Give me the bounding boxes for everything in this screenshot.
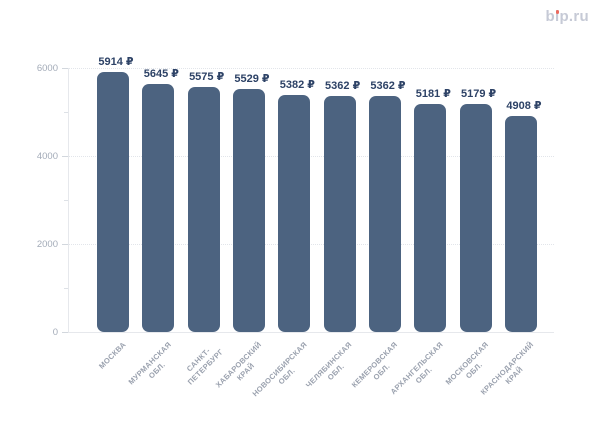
ytick-label-6000: 6000 — [36, 62, 58, 74]
category-label-6: ЧЕЛЯБИНСКАЯ ОБЛ. — [304, 340, 361, 397]
bar-value-label-4: 5529 ₽ — [234, 73, 270, 85]
y-axis-line — [68, 68, 69, 332]
x-axis-line — [68, 332, 554, 333]
ytick-label-0: 0 — [52, 326, 58, 338]
ytick-minor-5000 — [64, 112, 68, 113]
bar-3[interactable] — [187, 87, 220, 332]
bar-1[interactable] — [97, 72, 129, 332]
ytick-minor-3000 — [64, 200, 68, 201]
bar-value-label-7: 5362 ₽ — [370, 80, 406, 92]
gridline-4000 — [69, 156, 554, 157]
bar-8[interactable] — [414, 104, 447, 332]
ytick-major-4000 — [62, 156, 68, 157]
bar-value-label-9: 5179 ₽ — [461, 88, 497, 100]
bar-value-label-1: 5914 ₽ — [98, 56, 134, 68]
ytick-label-2000: 2000 — [36, 238, 58, 250]
bar-5[interactable] — [278, 95, 311, 332]
ytick-major-6000 — [62, 68, 68, 69]
category-label-line: МОСКВА — [96, 340, 128, 371]
gridline-6000 — [69, 68, 554, 69]
bar-value-label-2: 5645 ₽ — [143, 68, 179, 80]
brand-logo[interactable]: bip.ru — [546, 8, 589, 25]
bar-9[interactable] — [459, 104, 492, 332]
bar-value-label-6: 5362 ₽ — [325, 80, 361, 92]
category-label-2: МУРМАНСКАЯ ОБЛ. — [126, 340, 180, 394]
bar-7[interactable] — [368, 96, 401, 332]
ytick-minor-1000 — [64, 288, 68, 289]
ytick-label-4000: 4000 — [36, 150, 58, 162]
ytick-major-0 — [62, 332, 68, 333]
category-label-1: МОСКВА — [97, 340, 128, 371]
gridline-2000 — [69, 244, 554, 245]
brand-logo-i-dot — [555, 10, 560, 14]
bar-10[interactable] — [504, 116, 537, 332]
bar-4[interactable] — [232, 89, 265, 332]
bar-6[interactable] — [323, 96, 356, 332]
bar-value-label-8: 5181 ₽ — [415, 88, 451, 100]
bar-value-label-5: 5382 ₽ — [279, 79, 315, 91]
bar-value-label-10: 4908 ₽ — [506, 100, 542, 112]
bar-2[interactable] — [142, 84, 175, 332]
bar-value-label-3: 5575 ₽ — [189, 71, 225, 83]
ytick-major-2000 — [62, 244, 68, 245]
